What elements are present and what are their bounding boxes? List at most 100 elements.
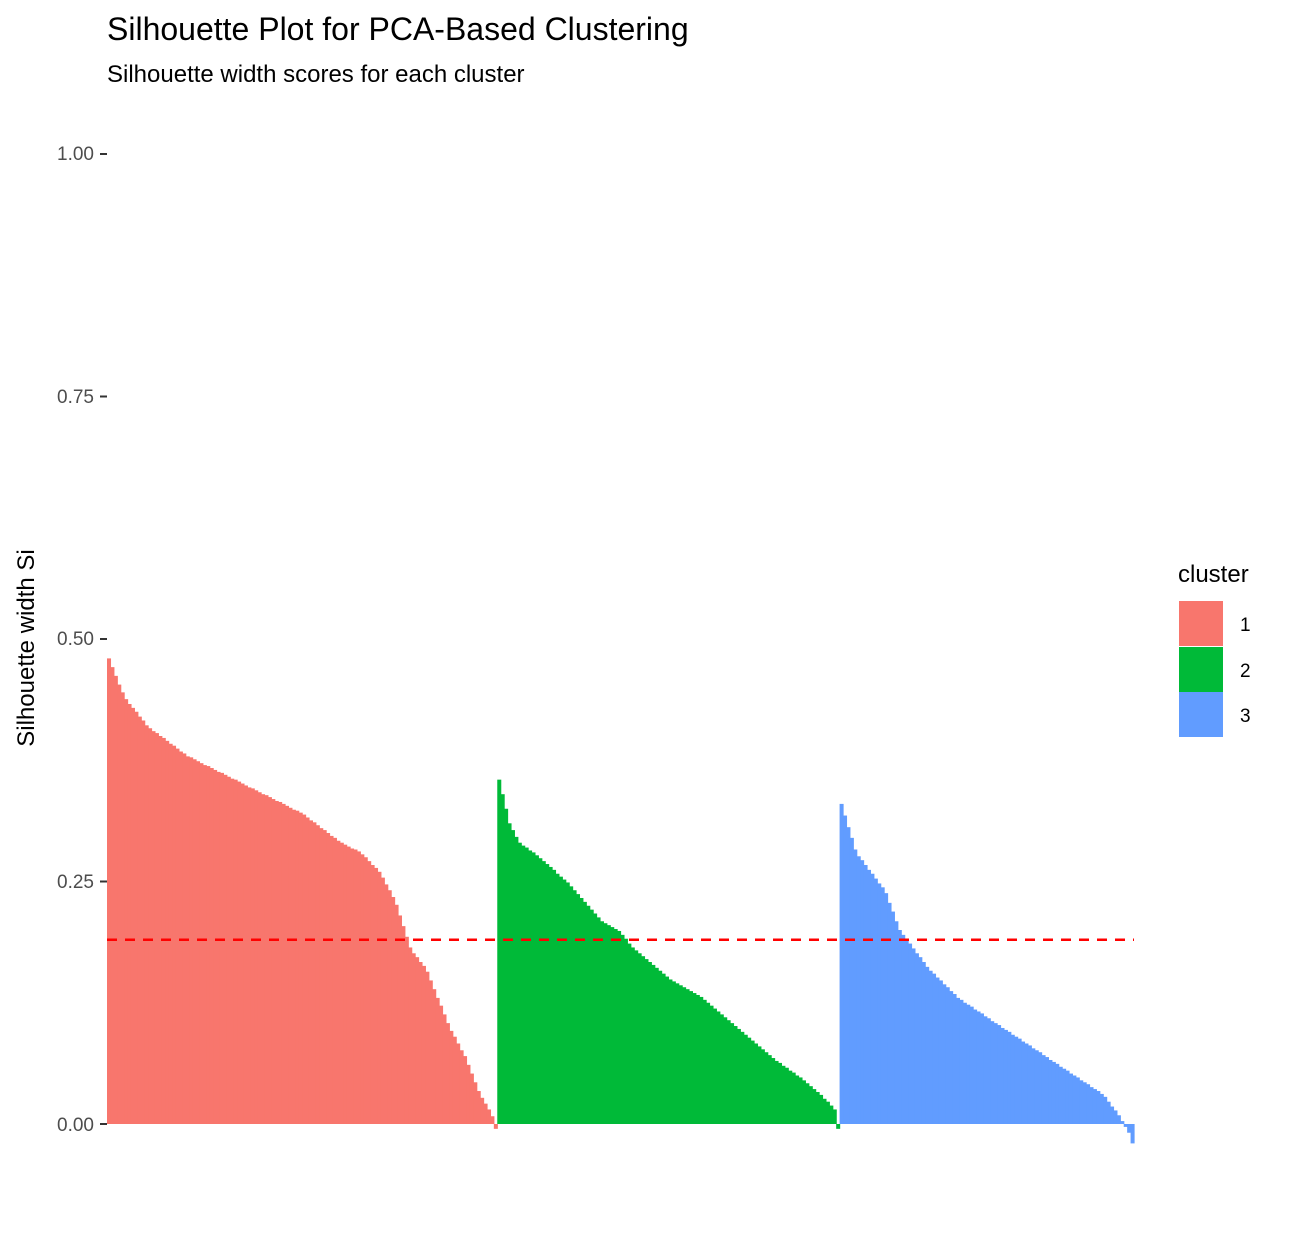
- silhouette-bar: [1017, 1038, 1022, 1124]
- silhouette-bar: [264, 795, 269, 1124]
- legend-key-cluster-2: [1179, 647, 1223, 692]
- silhouette-bar: [356, 851, 361, 1124]
- silhouette-bar: [418, 962, 423, 1124]
- silhouette-bar: [743, 1034, 748, 1124]
- silhouette-bar: [1130, 1124, 1135, 1144]
- silhouette-bar: [148, 728, 153, 1124]
- silhouette-bar: [825, 1101, 830, 1124]
- silhouette-bar: [394, 904, 399, 1124]
- silhouette-bar: [281, 803, 286, 1124]
- silhouette-bar: [240, 783, 245, 1124]
- cluster-1-bars: [107, 658, 498, 1129]
- silhouette-bar: [849, 837, 854, 1124]
- silhouette-bar: [1048, 1059, 1053, 1124]
- silhouette-bar: [1041, 1055, 1046, 1124]
- silhouette-bar: [630, 947, 635, 1124]
- silhouette-bar: [822, 1098, 827, 1124]
- silhouette-bar: [675, 983, 680, 1124]
- silhouette-bar: [1038, 1052, 1043, 1124]
- silhouette-bar: [500, 794, 505, 1124]
- silhouette-bar: [435, 997, 440, 1124]
- silhouette-bar: [350, 848, 355, 1124]
- silhouette-bar: [367, 861, 372, 1124]
- silhouette-bar: [658, 970, 663, 1124]
- silhouette-bar: [254, 790, 259, 1124]
- silhouette-bar: [305, 817, 310, 1124]
- silhouette-bar: [1075, 1077, 1080, 1124]
- silhouette-bar: [206, 766, 211, 1124]
- silhouette-bar: [959, 999, 964, 1124]
- silhouette-bar: [637, 953, 642, 1124]
- silhouette-bar: [644, 959, 649, 1124]
- silhouette-bar: [439, 1005, 444, 1124]
- silhouette-bar: [267, 797, 272, 1124]
- silhouette-bar: [1072, 1075, 1077, 1124]
- silhouette-bar: [517, 842, 522, 1124]
- silhouette-bar: [425, 971, 430, 1124]
- silhouette-bar: [161, 737, 166, 1124]
- silhouette-bar: [1127, 1124, 1132, 1133]
- silhouette-bar: [230, 778, 235, 1124]
- silhouette-bar: [661, 973, 666, 1124]
- silhouette-bar: [610, 927, 615, 1124]
- silhouette-bar: [771, 1058, 776, 1124]
- silhouette-bar: [237, 781, 242, 1124]
- silhouette-bar: [445, 1023, 450, 1124]
- silhouette-bar: [1113, 1110, 1118, 1124]
- silhouette-bar: [493, 1124, 498, 1129]
- silhouette-bar: [671, 981, 676, 1124]
- silhouette-bar: [308, 820, 313, 1124]
- silhouette-bar: [887, 902, 892, 1124]
- silhouette-bar: [877, 883, 882, 1124]
- silhouette-bar: [486, 1109, 492, 1124]
- silhouette-bar: [469, 1073, 474, 1124]
- silhouette-bar: [997, 1025, 1002, 1124]
- silhouette-bar: [712, 1008, 717, 1124]
- silhouette-bar: [141, 720, 146, 1124]
- y-tick-label: 0.75: [57, 387, 94, 408]
- silhouette-bar: [411, 953, 416, 1124]
- y-tick-label: 0.00: [57, 1115, 94, 1136]
- silhouette-bar: [565, 882, 570, 1124]
- silhouette-bar: [278, 801, 283, 1124]
- cluster-3-bars: [839, 803, 1135, 1144]
- silhouette-bar: [261, 794, 266, 1124]
- silhouette-bar: [819, 1094, 824, 1124]
- silhouette-bar: [219, 772, 224, 1124]
- silhouette-bar: [377, 871, 382, 1124]
- silhouette-bar: [812, 1089, 817, 1124]
- silhouette-bar: [1034, 1050, 1039, 1124]
- silhouette-bar: [754, 1043, 759, 1124]
- silhouette-bar: [1099, 1093, 1104, 1124]
- silhouette-bar: [921, 962, 926, 1124]
- silhouette-bar: [360, 854, 365, 1124]
- silhouette-bar: [928, 970, 933, 1124]
- silhouette-bar: [151, 731, 156, 1124]
- silhouette-bar: [716, 1011, 721, 1124]
- silhouette-bar: [976, 1011, 981, 1124]
- silhouette-bar: [257, 792, 262, 1124]
- silhouette-bar: [599, 921, 604, 1124]
- cluster-2-bars: [497, 779, 841, 1129]
- chart-title: Silhouette Plot for PCA-Based Clustering: [107, 11, 689, 47]
- silhouette-bar: [175, 748, 180, 1124]
- silhouette-bar: [514, 836, 519, 1124]
- silhouette-bar: [329, 835, 334, 1124]
- silhouette-bar: [730, 1023, 735, 1124]
- silhouette-bar: [370, 865, 375, 1124]
- silhouette-bar: [736, 1028, 741, 1124]
- silhouette-bar: [908, 943, 913, 1124]
- y-tick-label: 0.25: [57, 872, 94, 893]
- silhouette-bar: [216, 771, 221, 1124]
- silhouette-bar: [1103, 1096, 1108, 1124]
- legend-label-cluster-1: 1: [1240, 615, 1251, 636]
- silhouette-bar: [452, 1036, 457, 1124]
- silhouette-bar: [925, 966, 930, 1124]
- y-tick-marks: [100, 153, 107, 1125]
- silhouette-bar: [243, 785, 248, 1124]
- silhouette-bar: [326, 833, 331, 1124]
- silhouette-bar: [688, 991, 693, 1124]
- silhouette-bar: [569, 886, 574, 1124]
- silhouette-bar: [668, 979, 673, 1124]
